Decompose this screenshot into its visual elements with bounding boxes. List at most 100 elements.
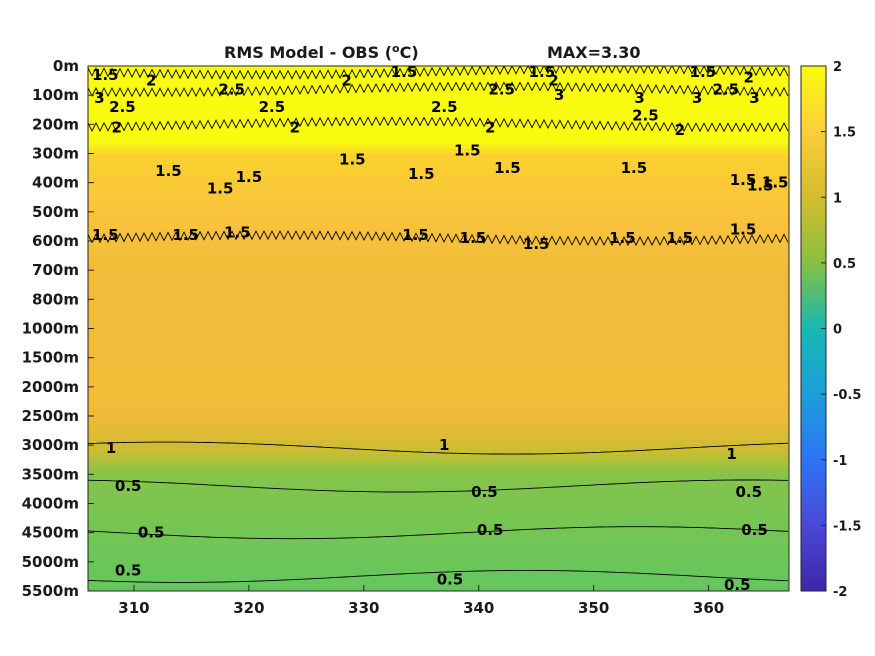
x-axis: 310 320 330 340 350 360 <box>118 585 724 617</box>
contour-label: 3 <box>94 89 104 107</box>
heatmap-band <box>88 445 789 451</box>
heatmap-band <box>88 566 789 573</box>
heatmap-band <box>88 148 789 155</box>
heatmap-band <box>88 537 789 543</box>
x-tick-label: 340 <box>463 599 494 617</box>
heatmap-band <box>88 552 789 558</box>
heatmap-band <box>88 275 789 281</box>
contour-label: 0.5 <box>115 562 142 580</box>
heatmap-band <box>88 206 789 213</box>
contour-label: 1.5 <box>460 229 487 247</box>
contour-label: 2 <box>744 69 754 87</box>
heatmap-band <box>88 279 789 286</box>
heatmap-band <box>88 425 789 432</box>
contour-label: 2.5 <box>431 98 458 116</box>
heatmap-band <box>88 454 789 461</box>
contour-label: 1.5 <box>92 66 119 84</box>
contour-label: 1.5 <box>236 168 263 186</box>
contour-label: 2 <box>290 118 300 136</box>
heatmap-band <box>88 396 789 403</box>
colorbar-tick-label: 1.5 <box>833 126 856 141</box>
heatmap-band <box>88 231 789 237</box>
contour-label: 2 <box>485 118 495 136</box>
heatmap-band <box>88 372 789 378</box>
contour-lines <box>88 66 789 583</box>
heatmap-band <box>88 304 789 310</box>
contour-label: 0.5 <box>138 524 165 542</box>
contour-label: 2 <box>341 72 351 90</box>
heatmap-band <box>88 294 789 300</box>
heatmap-band <box>88 459 789 466</box>
contour-line <box>88 569 789 583</box>
heatmap-band <box>88 158 789 164</box>
heatmap-band <box>88 187 789 193</box>
contour-label: 1.5 <box>609 229 636 247</box>
y-tick-label: 600m <box>32 232 79 250</box>
heatmap-band <box>88 513 789 519</box>
contour-label: 1.5 <box>92 226 119 244</box>
contour-label: 1.5 <box>339 150 366 168</box>
contour-line <box>88 116 789 133</box>
heatmap-band <box>88 109 789 116</box>
contour-label: 1.5 <box>762 174 789 192</box>
contour-label: 0.5 <box>437 570 464 588</box>
y-tick-label: 400m <box>32 174 79 192</box>
heatmap-band <box>88 411 789 417</box>
heatmap-band <box>88 119 789 125</box>
heatmap-band <box>88 216 789 223</box>
heatmap-band <box>88 469 789 475</box>
heatmap-band <box>88 518 789 524</box>
heatmap-band <box>88 571 789 578</box>
heatmap-band <box>88 386 789 393</box>
heatmap-band <box>88 299 789 305</box>
contour-label: 0.5 <box>477 521 504 539</box>
contour-label: 2.5 <box>109 98 136 116</box>
heatmap-band <box>88 284 789 291</box>
y-tick-label: 1000m <box>22 320 79 338</box>
contour-label: 2 <box>548 72 558 90</box>
heatmap-band <box>88 75 789 82</box>
heatmap-band <box>88 503 789 509</box>
heatmap-band <box>88 95 789 101</box>
contour-label: 1 <box>106 439 116 457</box>
contour-label: 1.5 <box>402 226 429 244</box>
heatmap-band <box>88 406 789 412</box>
contour-label: 1.5 <box>391 63 418 81</box>
y-tick-label: 2000m <box>22 378 79 396</box>
colorbar: 2 1.5 1 0.5 0 -0.5 -1 -1.5 -2 <box>800 60 861 600</box>
heatmap-band <box>88 347 789 354</box>
heatmap-band <box>88 143 789 150</box>
heatmap-band <box>88 270 789 276</box>
contour-label: 2.5 <box>713 80 740 98</box>
contour-label: 0.5 <box>471 483 498 501</box>
heatmap-band <box>88 134 789 140</box>
heatmap-band <box>88 401 789 407</box>
contour-label: 1.5 <box>523 235 550 253</box>
contour-label: 2 <box>675 121 685 139</box>
heatmap-band <box>88 377 789 383</box>
contour-line <box>88 66 789 80</box>
heatmap-band <box>88 527 789 534</box>
heatmap-bands <box>88 66 789 591</box>
heatmap-band <box>88 522 789 529</box>
heatmap-band <box>88 323 789 330</box>
heatmap-band <box>88 255 789 262</box>
heatmap-band <box>88 138 789 145</box>
heatmap-band <box>88 66 789 72</box>
y-tick-label: 5000m <box>22 553 79 571</box>
y-tick-label: 3000m <box>22 436 79 454</box>
contour-line <box>88 479 789 493</box>
heatmap-band <box>88 493 789 500</box>
heatmap-band <box>88 172 789 179</box>
heatmap-band <box>88 328 789 334</box>
contour-label: 1.5 <box>747 177 774 195</box>
heatmap-band <box>88 479 789 485</box>
colorbar-tick-label: 0.5 <box>833 257 856 272</box>
y-tick-label: 4500m <box>22 524 79 542</box>
contour-line <box>88 526 789 540</box>
contour-label: 1.5 <box>730 171 757 189</box>
contour-label: 1.5 <box>529 63 556 81</box>
heatmap-band <box>88 236 789 242</box>
heatmap-band <box>88 124 789 130</box>
